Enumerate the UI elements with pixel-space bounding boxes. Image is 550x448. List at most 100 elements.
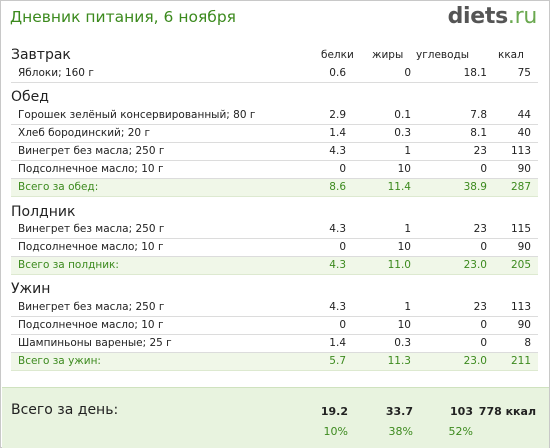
food-proteins: 0: [339, 319, 346, 331]
column-header-kcal: ккал: [498, 49, 524, 61]
total-carbs: 23.0: [463, 259, 487, 271]
table-row: Яблоки; 160 г 0.6 0 18.1 75: [11, 65, 538, 83]
day-total-carbs: 103: [450, 405, 473, 418]
meal-title-lunch: Обед: [11, 89, 49, 105]
food-fats: 0: [404, 67, 411, 79]
food-proteins: 4.3: [329, 145, 346, 157]
food-proteins: 0: [339, 241, 346, 253]
food-name: Хлеб бородинский; 20 г: [18, 127, 150, 139]
food-carbs: 0: [480, 319, 487, 331]
food-fats: 1: [404, 145, 411, 157]
food-kcal: 113: [510, 301, 531, 313]
day-proteins-percent: 10%: [323, 425, 348, 438]
day-fats-percent: 38%: [388, 425, 413, 438]
table-row: Подсолнечное масло; 10 г 0 10 0 90: [11, 317, 538, 335]
food-name: Подсолнечное масло; 10 г: [18, 319, 164, 331]
day-total-panel: Всего за день: 19.2 33.7 103 778 ккал 10…: [2, 387, 549, 448]
food-carbs: 7.8: [470, 109, 487, 121]
total-carbs: 23.0: [463, 355, 487, 367]
food-kcal: 8: [524, 337, 531, 349]
total-label: Всего за обед:: [18, 181, 99, 193]
food-carbs: 8.1: [470, 127, 487, 139]
food-name: Винегрет без масла; 250 г: [18, 223, 165, 235]
day-carbs-percent: 52%: [448, 425, 473, 438]
food-proteins: 0: [339, 163, 346, 175]
food-kcal: 90: [517, 319, 531, 331]
food-fats: 10: [397, 241, 411, 253]
logo-tld-text: .ru: [507, 4, 537, 29]
table-row: Винегрет без масла; 250 г 4.3 1 23 115: [11, 221, 538, 239]
food-fats: 1: [404, 301, 411, 313]
total-label: Всего за полдник:: [18, 259, 119, 271]
food-name: Яблоки; 160 г: [18, 67, 94, 79]
food-carbs: 0: [480, 337, 487, 349]
food-carbs: 0: [480, 163, 487, 175]
day-total-label: Всего за день:: [11, 402, 119, 418]
food-proteins: 4.3: [329, 301, 346, 313]
food-kcal: 90: [517, 163, 531, 175]
table-row: Горошек зелёный консервированный; 80 г 2…: [11, 107, 538, 125]
food-name: Винегрет без масла; 250 г: [18, 301, 165, 313]
day-total-kcal: 778 ккал: [478, 405, 536, 418]
meal-title-dinner: Ужин: [11, 281, 51, 297]
food-name: Подсолнечное масло; 10 г: [18, 163, 164, 175]
food-fats: 0.3: [394, 127, 411, 139]
food-kcal: 115: [510, 223, 531, 235]
table-row: Подсолнечное масло; 10 г 0 10 0 90: [11, 239, 538, 257]
total-carbs: 38.9: [463, 181, 487, 193]
food-kcal: 90: [517, 241, 531, 253]
food-proteins: 1.4: [329, 337, 346, 349]
meal-title-snack: Полдник: [11, 204, 76, 220]
total-kcal: 205: [510, 259, 531, 271]
food-fats: 0.1: [394, 109, 411, 121]
food-carbs: 0: [480, 241, 487, 253]
food-fats: 1: [404, 223, 411, 235]
food-fats: 10: [397, 319, 411, 331]
site-logo[interactable]: diets.ru: [447, 4, 538, 29]
header: Дневник питания, 6 ноября diets.ru: [1, 1, 549, 35]
food-proteins: 0.6: [329, 67, 346, 79]
total-proteins: 5.7: [329, 355, 346, 367]
food-proteins: 1.4: [329, 127, 346, 139]
food-fats: 10: [397, 163, 411, 175]
total-kcal: 287: [510, 181, 531, 193]
food-carbs: 23: [473, 223, 487, 235]
logo-main-text: diets: [447, 4, 509, 29]
column-header-fats: жиры: [372, 49, 404, 61]
food-carbs: 18.1: [463, 67, 487, 79]
food-name: Шампиньоны вареные; 25 г: [18, 337, 172, 349]
food-carbs: 23: [473, 145, 487, 157]
table-row: Винегрет без масла; 250 г 4.3 1 23 113: [11, 143, 538, 161]
food-fats: 0.3: [394, 337, 411, 349]
table-row: Хлеб бородинский; 20 г 1.4 0.3 8.1 40: [11, 125, 538, 143]
food-kcal: 113: [510, 145, 531, 157]
food-name: Подсолнечное масло; 10 г: [18, 241, 164, 253]
meal-title-breakfast: Завтрак: [11, 47, 71, 63]
total-fats: 11.4: [387, 181, 411, 193]
food-proteins: 2.9: [329, 109, 346, 121]
total-kcal: 211: [510, 355, 531, 367]
day-total-fats: 33.7: [385, 405, 413, 418]
food-kcal: 75: [517, 67, 531, 79]
food-name: Горошек зелёный консервированный; 80 г: [18, 109, 256, 121]
column-header-proteins: белки: [321, 49, 354, 61]
food-kcal: 40: [517, 127, 531, 139]
meal-total-row: Всего за ужин: 5.7 11.3 23.0 211: [11, 353, 538, 371]
day-total-proteins: 19.2: [320, 405, 348, 418]
table-row: Винегрет без масла; 250 г 4.3 1 23 113: [11, 299, 538, 317]
food-name: Винегрет без масла; 250 г: [18, 145, 165, 157]
column-header-carbs: углеводы: [416, 49, 470, 61]
total-proteins: 8.6: [329, 181, 346, 193]
total-fats: 11.0: [387, 259, 411, 271]
page-title: Дневник питания, 6 ноября: [10, 8, 236, 26]
food-carbs: 23: [473, 301, 487, 313]
food-proteins: 4.3: [329, 223, 346, 235]
table-row: Подсолнечное масло; 10 г 0 10 0 90: [11, 161, 538, 179]
table-row: Шампиньоны вареные; 25 г 1.4 0.3 0 8: [11, 335, 538, 353]
food-kcal: 44: [517, 109, 531, 121]
total-proteins: 4.3: [329, 259, 346, 271]
meal-total-row: Всего за полдник: 4.3 11.0 23.0 205: [11, 257, 538, 275]
meal-total-row: Всего за обед: 8.6 11.4 38.9 287: [11, 179, 538, 197]
total-label: Всего за ужин:: [18, 355, 101, 367]
